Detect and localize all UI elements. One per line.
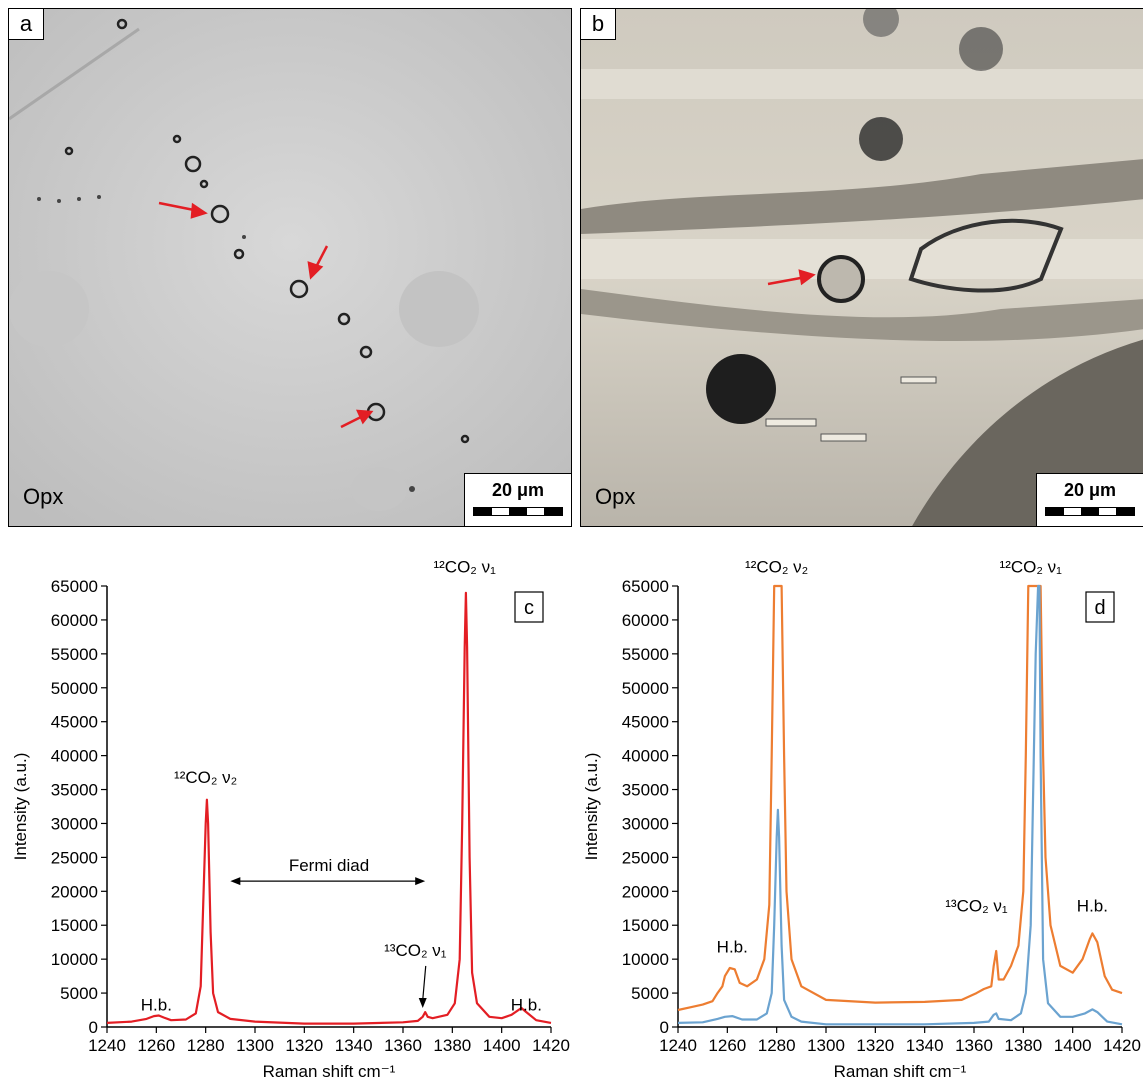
x-tick-label: 1400 <box>483 1036 521 1055</box>
raman-chart-c: 0 5000 10000 15000 20000 25000 30000 35000 40000… <box>11 560 570 1081</box>
x-tick-label: 1420 <box>532 1036 570 1055</box>
y-tick-label: 60000 <box>51 611 98 630</box>
annotation-label: Fermi diad <box>289 856 369 875</box>
x-tick-label: 1360 <box>955 1036 993 1055</box>
x-axis-label: Raman shift cm⁻¹ <box>834 1062 967 1081</box>
y-tick-label: 35000 <box>51 781 98 800</box>
y-tick-label: 0 <box>660 1018 669 1037</box>
scale-label-a: 20 μm <box>491 480 545 500</box>
annotation-label: ¹²CO₂ ν₁ <box>433 560 496 576</box>
scale-bar-a <box>473 507 563 516</box>
panel-label-box <box>1085 591 1115 623</box>
arrow-head <box>230 877 241 886</box>
y-tick-label: 65000 <box>622 577 669 596</box>
x-tick-label: 1380 <box>1004 1036 1042 1055</box>
c13-arrow <box>422 965 427 1001</box>
annotation-label: ¹³CO₂ ν₁ <box>384 941 447 960</box>
y-tick-label: 55000 <box>622 645 669 664</box>
y-axis-label: Intensity (a.u.) <box>11 753 30 861</box>
y-tick-label: 20000 <box>622 882 669 901</box>
y-tick-label: 45000 <box>622 713 669 732</box>
panel-label: c <box>524 597 534 619</box>
annotation-label: ¹²CO₂ ν₁ <box>1000 560 1063 576</box>
x-tick-label: 1260 <box>137 1036 175 1055</box>
y-tick-label: 5000 <box>631 984 669 1003</box>
raman-chart-d: 0 5000 10000 15000 20000 25000 30000 35000 40000… <box>582 560 1141 1081</box>
y-tick-label: 30000 <box>622 814 669 833</box>
y-axis-label: Intensity (a.u.) <box>582 753 601 861</box>
y-tick-label: 25000 <box>622 848 669 867</box>
scale-box-b: 20 μm <box>1036 473 1143 526</box>
y-tick-label: 55000 <box>51 645 98 664</box>
x-tick-label: 1320 <box>285 1036 323 1055</box>
y-tick-label: 50000 <box>622 679 669 698</box>
x-axis-label: Raman shift cm⁻¹ <box>263 1062 396 1081</box>
scale-box-a: 20 μm <box>464 473 571 526</box>
y-tick-label: 50000 <box>51 679 98 698</box>
y-tick-label: 25000 <box>51 848 98 867</box>
arrow-head <box>415 877 426 886</box>
panel-label-b: b <box>581 9 616 40</box>
annotation-label: H.b. <box>511 996 542 1015</box>
x-tick-label: 1340 <box>906 1036 944 1055</box>
y-tick-label: 65000 <box>51 577 98 596</box>
scale-bar-b <box>1045 507 1135 516</box>
micrograph-a: a Opx 20 μm <box>8 8 572 527</box>
x-tick-label: 1240 <box>88 1036 126 1055</box>
x-tick-label: 1380 <box>433 1036 471 1055</box>
y-tick-label: 45000 <box>51 713 98 732</box>
y-tick-label: 0 <box>89 1018 98 1037</box>
micrograph-b: b Opx 20 μm <box>580 8 1143 527</box>
micrograph-a-image <box>9 9 571 526</box>
x-tick-label: 1280 <box>758 1036 796 1055</box>
x-tick-label: 1300 <box>236 1036 274 1055</box>
x-tick-label: 1400 <box>1054 1036 1092 1055</box>
annotation-label: ¹²CO₂ ν₂ <box>174 768 237 787</box>
annotation-label: H.b. <box>1077 897 1108 916</box>
x-tick-label: 1280 <box>187 1036 225 1055</box>
panel-label-a: a <box>9 9 44 40</box>
y-tick-label: 40000 <box>622 747 669 766</box>
y-tick-label: 5000 <box>60 984 98 1003</box>
y-tick-label: 10000 <box>622 950 669 969</box>
x-tick-label: 1340 <box>335 1036 373 1055</box>
y-tick-label: 40000 <box>51 747 98 766</box>
mineral-label-b: Opx <box>595 484 636 509</box>
annotation-label: ¹³CO₂ ν₁ <box>945 897 1008 916</box>
x-tick-label: 1320 <box>856 1036 894 1055</box>
y-tick-label: 60000 <box>622 611 669 630</box>
y-tick-label: 30000 <box>51 814 98 833</box>
x-tick-label: 1240 <box>659 1036 697 1055</box>
panel-label-box <box>514 591 544 623</box>
series-line-1 <box>677 584 1123 1012</box>
y-tick-label: 35000 <box>622 781 669 800</box>
y-tick-label: 15000 <box>622 916 669 935</box>
series-line-1 <box>106 591 552 1025</box>
annotation-label: H.b. <box>717 937 748 956</box>
arrow-head <box>418 998 427 1009</box>
x-tick-label: 1300 <box>807 1036 845 1055</box>
y-tick-label: 15000 <box>51 916 98 935</box>
y-tick-label: 10000 <box>51 950 98 969</box>
mineral-label-a: Opx <box>23 484 64 509</box>
micrograph-b-image <box>581 9 1143 526</box>
annotation-label: H.b. <box>141 996 172 1015</box>
y-tick-label: 20000 <box>51 882 98 901</box>
series-line-2 <box>677 584 1123 1026</box>
x-tick-label: 1260 <box>708 1036 746 1055</box>
scale-label-b: 20 μm <box>1063 480 1117 500</box>
panel-label: d <box>1094 597 1105 619</box>
x-tick-label: 1420 <box>1103 1036 1141 1055</box>
annotation-label: ¹²CO₂ ν₂ <box>745 560 808 576</box>
x-tick-label: 1360 <box>384 1036 422 1055</box>
